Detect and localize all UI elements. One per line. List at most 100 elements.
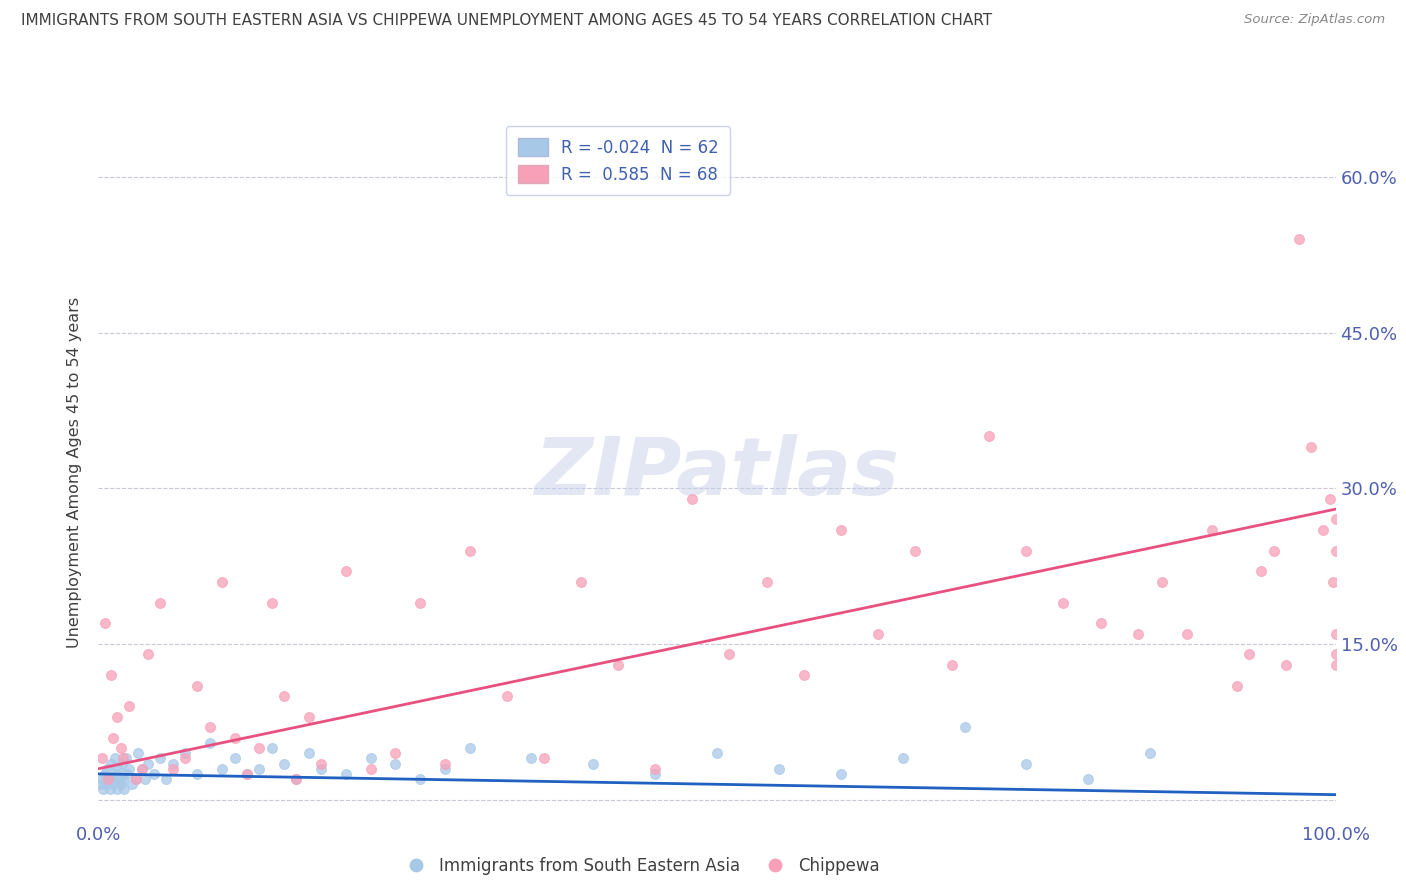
Point [830,523,852,537]
Point [118,762,141,776]
Point [1322,574,1344,589]
Point [112,772,135,786]
Point [115,767,138,781]
Point [186,767,208,781]
Point [1226,679,1249,693]
Point [360,751,382,765]
Point [520,751,543,765]
Point [793,668,815,682]
Point [111,756,134,771]
Point [891,751,914,765]
Point [360,762,382,776]
Point [384,756,406,771]
Point [118,699,141,714]
Point [335,767,357,781]
Point [96,762,118,776]
Point [569,574,592,589]
Point [409,596,432,610]
Point [94,777,117,791]
Point [124,772,146,786]
Point [644,767,666,781]
Point [107,762,129,776]
Legend: Immigrants from South Eastern Asia, Chippewa: Immigrants from South Eastern Asia, Chip… [399,851,887,882]
Point [93,616,115,631]
Point [706,746,728,760]
Point [224,751,246,765]
Point [110,741,132,756]
Point [458,543,481,558]
Point [941,657,963,672]
Point [904,543,927,558]
Point [93,782,115,797]
Point [149,596,172,610]
Point [768,762,790,776]
Point [143,767,166,781]
Point [224,731,246,745]
Point [1263,543,1285,558]
Point [1250,565,1272,579]
Text: ZIPatlas: ZIPatlas [534,434,900,512]
Point [211,574,233,589]
Point [105,782,128,797]
Point [681,491,703,506]
Point [198,720,221,734]
Point [384,746,406,760]
Point [114,751,136,765]
Point [1319,491,1341,506]
Point [1139,746,1161,760]
Point [103,751,125,765]
Point [285,772,308,786]
Point [718,648,741,662]
Point [105,710,128,724]
Point [103,777,125,791]
Point [866,626,889,640]
Point [409,772,432,786]
Point [108,772,131,786]
Point [1324,512,1347,526]
Text: IMMIGRANTS FROM SOUTH EASTERN ASIA VS CHIPPEWA UNEMPLOYMENT AMONG AGES 45 TO 54 : IMMIGRANTS FROM SOUTH EASTERN ASIA VS CH… [21,13,993,29]
Point [1324,543,1347,558]
Point [1275,657,1298,672]
Point [1175,626,1198,640]
Point [335,565,357,579]
Point [607,657,630,672]
Point [1324,657,1347,672]
Point [198,736,221,750]
Point [127,746,149,760]
Point [953,720,976,734]
Point [1312,523,1334,537]
Point [136,648,159,662]
Point [1077,772,1099,786]
Point [979,429,1001,443]
Point [273,756,295,771]
Point [131,762,153,776]
Point [1201,523,1223,537]
Point [97,772,120,786]
Point [285,772,308,786]
Point [495,689,517,703]
Point [236,767,259,781]
Point [433,762,456,776]
Point [533,751,555,765]
Point [211,762,233,776]
Text: Source: ZipAtlas.com: Source: ZipAtlas.com [1244,13,1385,27]
Point [103,731,125,745]
Point [91,751,114,765]
Y-axis label: Unemployment Among Ages 45 to 54 years: Unemployment Among Ages 45 to 54 years [67,297,83,648]
Point [104,767,127,781]
Point [131,762,153,776]
Point [1015,756,1038,771]
Point [124,772,146,786]
Point [247,762,270,776]
Point [134,772,156,786]
Point [830,767,852,781]
Point [100,756,122,771]
Point [1126,626,1149,640]
Point [298,710,321,724]
Point [97,772,120,786]
Point [162,762,184,776]
Point [260,741,283,756]
Point [273,689,295,703]
Point [644,762,666,776]
Point [458,741,481,756]
